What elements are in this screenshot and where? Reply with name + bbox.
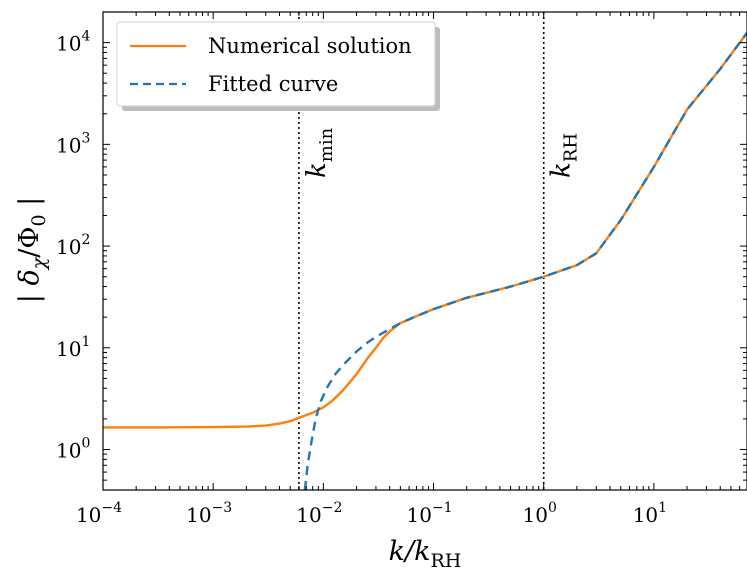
x-tick-label: 10−1 (406, 500, 452, 527)
x-tick-label: 100 (523, 500, 557, 527)
x-tick-label: 10−2 (296, 500, 342, 527)
plot-area (103, 12, 747, 490)
x-tick-label: 10−4 (76, 500, 122, 527)
x-axis-label: k/kRH (389, 536, 462, 570)
legend-label-fitted: Fitted curve (208, 72, 338, 96)
legend-label-numerical: Numerical solution (208, 34, 412, 58)
y-tick-label: 101 (56, 334, 90, 361)
y-tick-label: 104 (56, 29, 90, 56)
vline-label-rh: kRH (547, 133, 582, 178)
x-axis-ticks: 10−4 10−3 10−2 10−1 100 101 (76, 12, 747, 527)
y-axis-ticks: 100 101 102 103 104 (56, 11, 747, 491)
y-tick-label: 100 (56, 436, 90, 463)
legend-box (116, 21, 436, 107)
x-tick-label: 10−3 (186, 500, 232, 527)
legend: Numerical solution Fitted curve (116, 21, 440, 111)
vline-label-min: kmin (302, 127, 337, 178)
y-tick-label: 102 (56, 232, 90, 259)
y-axis-label: | δχ/Φ0 | (14, 197, 50, 303)
x-tick-label: 101 (633, 500, 667, 527)
series-line-fitted (303, 32, 747, 490)
y-tick-label: 103 (56, 130, 90, 157)
